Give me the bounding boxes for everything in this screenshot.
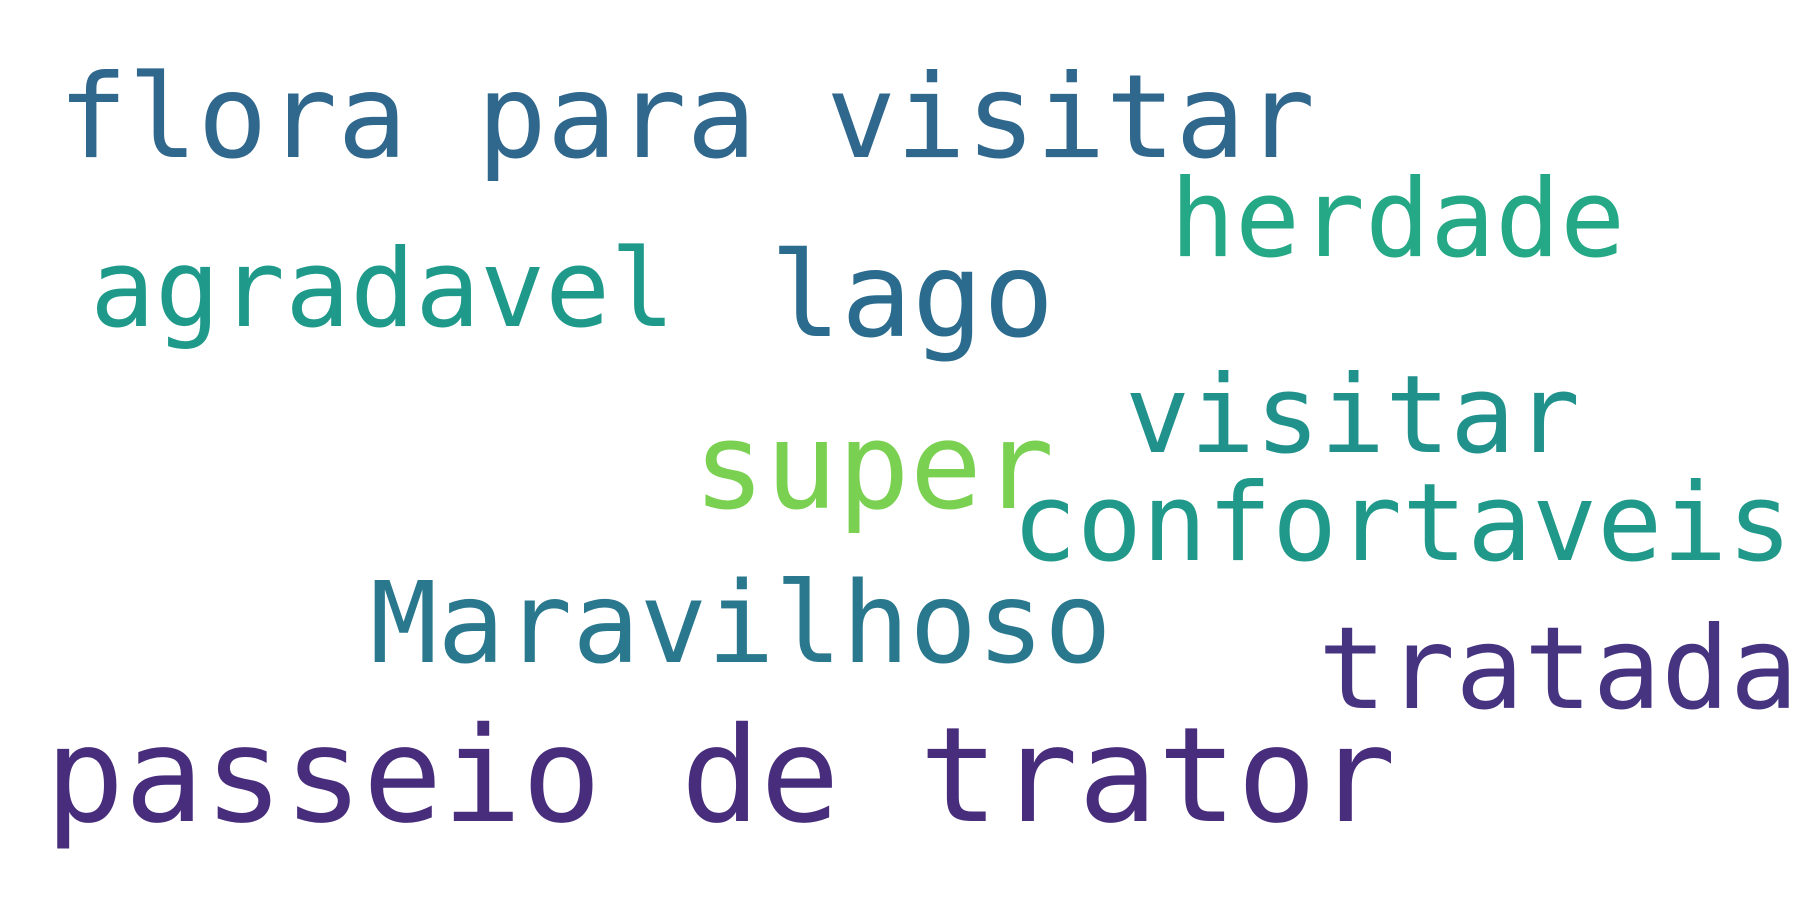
word-super: super <box>693 398 1055 537</box>
word-passeio-de-trator: passeio de trator <box>45 699 1397 853</box>
word-tratada: tratada <box>1318 602 1799 735</box>
word-visitar: visitar <box>1125 353 1581 478</box>
word-flora-para-visitar: flora para visitar <box>58 50 1316 185</box>
word-confortaveis: confortaveis <box>1012 461 1793 586</box>
word-maravilhoso: Maravilhoso <box>370 559 1112 689</box>
word-lago: lago <box>770 226 1055 364</box>
word-agradavel: agradavel <box>90 227 676 352</box>
word-herdade: herdade <box>1170 157 1626 282</box>
